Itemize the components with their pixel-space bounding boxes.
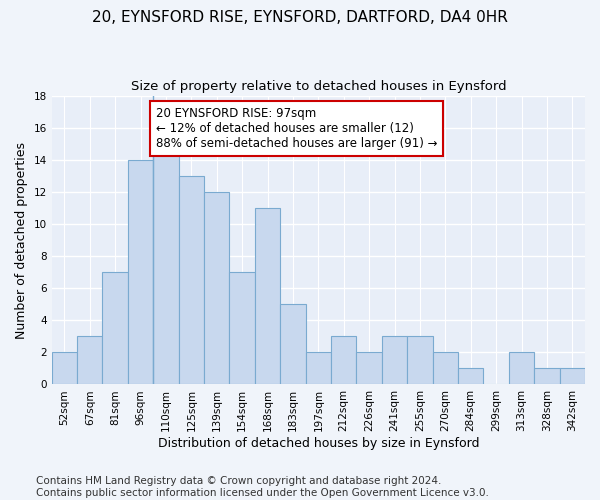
Bar bbox=[560, 368, 585, 384]
Bar bbox=[229, 272, 255, 384]
Bar bbox=[179, 176, 204, 384]
Bar bbox=[77, 336, 103, 384]
X-axis label: Distribution of detached houses by size in Eynsford: Distribution of detached houses by size … bbox=[158, 437, 479, 450]
Bar bbox=[204, 192, 229, 384]
Bar bbox=[280, 304, 305, 384]
Bar bbox=[331, 336, 356, 384]
Bar bbox=[458, 368, 484, 384]
Bar bbox=[407, 336, 433, 384]
Text: Contains HM Land Registry data © Crown copyright and database right 2024.
Contai: Contains HM Land Registry data © Crown c… bbox=[36, 476, 489, 498]
Bar bbox=[128, 160, 153, 384]
Text: 20 EYNSFORD RISE: 97sqm
← 12% of detached houses are smaller (12)
88% of semi-de: 20 EYNSFORD RISE: 97sqm ← 12% of detache… bbox=[156, 107, 437, 150]
Bar bbox=[305, 352, 331, 384]
Bar bbox=[103, 272, 128, 384]
Y-axis label: Number of detached properties: Number of detached properties bbox=[15, 142, 28, 338]
Bar bbox=[509, 352, 534, 384]
Bar bbox=[153, 144, 179, 384]
Bar bbox=[534, 368, 560, 384]
Bar bbox=[382, 336, 407, 384]
Title: Size of property relative to detached houses in Eynsford: Size of property relative to detached ho… bbox=[131, 80, 506, 93]
Bar bbox=[433, 352, 458, 384]
Bar bbox=[255, 208, 280, 384]
Bar bbox=[52, 352, 77, 384]
Bar bbox=[356, 352, 382, 384]
Text: 20, EYNSFORD RISE, EYNSFORD, DARTFORD, DA4 0HR: 20, EYNSFORD RISE, EYNSFORD, DARTFORD, D… bbox=[92, 10, 508, 25]
